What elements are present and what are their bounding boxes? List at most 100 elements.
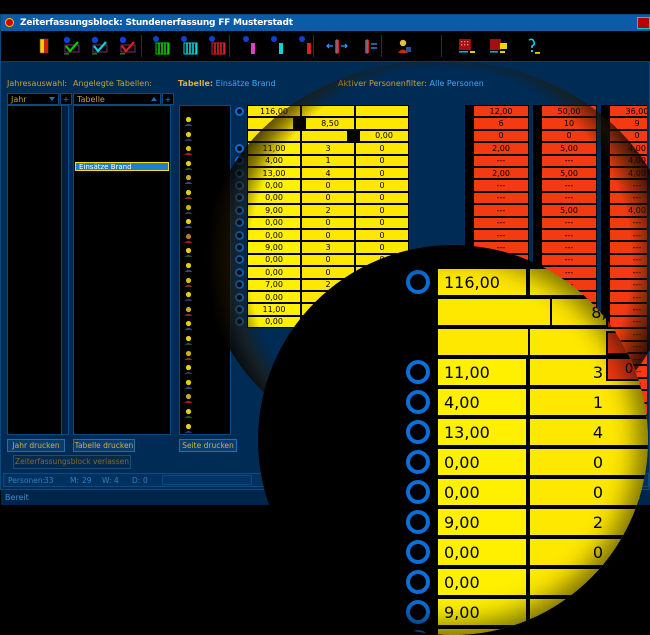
magnified-row-cell[interactable]: 0 [528, 447, 648, 477]
tables-select[interactable]: Tabelle [73, 93, 161, 105]
person-avatar-icon[interactable] [183, 229, 194, 243]
list-item-selected[interactable]: Einsätze Brand [75, 162, 169, 171]
magnified-row-cell[interactable]: 3 [528, 597, 648, 627]
list-item[interactable] [74, 117, 170, 126]
magnified-total-cell[interactable]: 116,00 [436, 267, 528, 297]
person-avatar-icon[interactable] [183, 200, 194, 214]
person-avatar-icon[interactable] [183, 127, 194, 141]
print-table-button[interactable]: Tabelle drucken [73, 439, 135, 452]
magnified-row-cell[interactable]: 0 [528, 567, 648, 597]
list-item[interactable] [74, 144, 170, 153]
list-item[interactable] [74, 207, 170, 216]
magnified-row-cell[interactable]: 11,00 [436, 357, 528, 387]
print-year-button[interactable]: Jahr drucken [7, 439, 65, 452]
magnified-row-marker-icon[interactable] [406, 600, 430, 624]
magnified-red-cell[interactable]: --- [606, 279, 648, 303]
resize-column-icon[interactable] [356, 35, 378, 57]
magnified-row-cell[interactable]: 0 [528, 537, 648, 567]
magnified-row-cell[interactable]: 0,00 [436, 537, 528, 567]
person-avatar-icon[interactable] [183, 112, 194, 126]
tables-add-button[interactable]: + [162, 93, 174, 105]
title-bar[interactable]: Zeiterfassungsblock: Stundenerfassung FF… [1, 15, 650, 31]
magnified-red-cell[interactable]: 4,00 [606, 253, 648, 277]
magnified-red-cell[interactable]: 0 [606, 357, 648, 381]
list-item[interactable] [74, 108, 170, 117]
person-avatar-icon[interactable] [183, 156, 194, 170]
magnified-row-marker-icon[interactable] [406, 510, 430, 534]
magnified-row-cell[interactable]: 0 [528, 477, 648, 507]
magnified-row-cell[interactable]: 4,00 [436, 387, 528, 417]
person-avatar-icon[interactable] [183, 375, 194, 389]
person-avatar-icon[interactable] [183, 389, 194, 404]
magnified-row-cell[interactable]: 0,00 [436, 567, 528, 597]
person-avatar-icon[interactable] [183, 141, 194, 156]
leave-button[interactable]: Zeiterfassungsblock verlassen [13, 455, 131, 469]
print-table-icon[interactable] [488, 35, 510, 57]
print-year-icon[interactable] [456, 35, 478, 57]
person-avatar-icon[interactable] [183, 360, 194, 375]
new-check-green-icon[interactable] [61, 35, 83, 57]
delete-table-red-icon[interactable] [207, 35, 229, 57]
list-item[interactable] [74, 171, 170, 180]
move-column-left-right-icon[interactable] [326, 35, 348, 57]
magnified-row-cell[interactable]: 1 [528, 387, 648, 417]
person-avatar-icon[interactable] [183, 185, 194, 199]
edit-check-cyan-icon[interactable] [89, 35, 111, 57]
person-avatar-icon[interactable] [183, 346, 194, 360]
tables-list[interactable]: Einsätze Brand [73, 105, 171, 435]
close-button[interactable] [637, 17, 650, 29]
magnified-cell[interactable] [436, 297, 552, 327]
year-select[interactable]: Jahr [7, 93, 59, 105]
magnified-row-marker-icon[interactable] [406, 630, 430, 635]
delete-column-red-icon[interactable] [297, 35, 319, 57]
list-item[interactable] [74, 180, 170, 189]
person-avatar-icon[interactable] [183, 331, 194, 345]
book-open-icon[interactable] [33, 35, 55, 57]
person-avatar-icon[interactable] [183, 214, 194, 229]
magnified-row-cell[interactable]: 0,00 [436, 627, 528, 635]
person-avatar-icon[interactable] [183, 273, 194, 287]
person-avatar-icon[interactable] [183, 302, 194, 316]
person-filter-icon[interactable] [393, 35, 415, 57]
edit-column-cyan-icon[interactable] [269, 35, 291, 57]
list-item[interactable] [74, 189, 170, 198]
list-item[interactable] [74, 135, 170, 144]
list-item[interactable] [74, 198, 170, 207]
year-list[interactable] [7, 105, 67, 435]
new-table-green-icon[interactable] [151, 35, 173, 57]
new-column-magenta-icon[interactable] [241, 35, 263, 57]
person-avatar-icon[interactable] [183, 243, 194, 258]
year-add-button[interactable]: + [60, 93, 72, 105]
magnified-row-cell[interactable]: 0,00 [436, 447, 528, 477]
help-icon[interactable] [521, 35, 543, 57]
list-item[interactable] [74, 225, 170, 234]
magnified-red-cell[interactable]: 4,00 [606, 305, 648, 329]
person-avatar-icon[interactable] [183, 419, 194, 433]
person-avatar-icon[interactable] [183, 316, 194, 331]
magnified-row-marker-icon[interactable] [406, 540, 430, 564]
edit-table-cyan-icon[interactable] [179, 35, 201, 57]
magnified-row-cell[interactable]: 2 [528, 507, 648, 537]
person-avatar-icon[interactable] [183, 404, 194, 418]
list-item[interactable] [74, 153, 170, 162]
magnified-row-marker-icon[interactable] [406, 270, 430, 294]
magnified-row-cell[interactable]: 0,00 [436, 477, 528, 507]
magnified-row-marker-icon[interactable] [406, 480, 430, 504]
magnified-row-cell[interactable]: 4 [528, 417, 648, 447]
delete-check-red-icon[interactable] [117, 35, 139, 57]
magnified-row-marker-icon[interactable] [406, 390, 430, 414]
magnified-row-marker-icon[interactable] [406, 360, 430, 384]
person-avatar-icon[interactable] [183, 287, 194, 302]
magnified-row-cell[interactable]: 0 [528, 627, 648, 635]
person-avatar-icon[interactable] [183, 258, 194, 272]
list-item[interactable] [74, 126, 170, 135]
magnified-row-marker-icon[interactable] [406, 570, 430, 594]
magnified-row-marker-icon[interactable] [406, 420, 430, 444]
person-avatar-icon[interactable] [183, 170, 194, 185]
magnified-row-cell[interactable]: 9,00 [436, 597, 528, 627]
list-item[interactable] [74, 216, 170, 225]
magnified-row-cell[interactable]: 9,00 [436, 507, 528, 537]
year-list-scrollbar[interactable] [61, 105, 69, 435]
magnified-row-marker-icon[interactable] [406, 450, 430, 474]
magnified-row-cell[interactable]: 13,00 [436, 417, 528, 447]
